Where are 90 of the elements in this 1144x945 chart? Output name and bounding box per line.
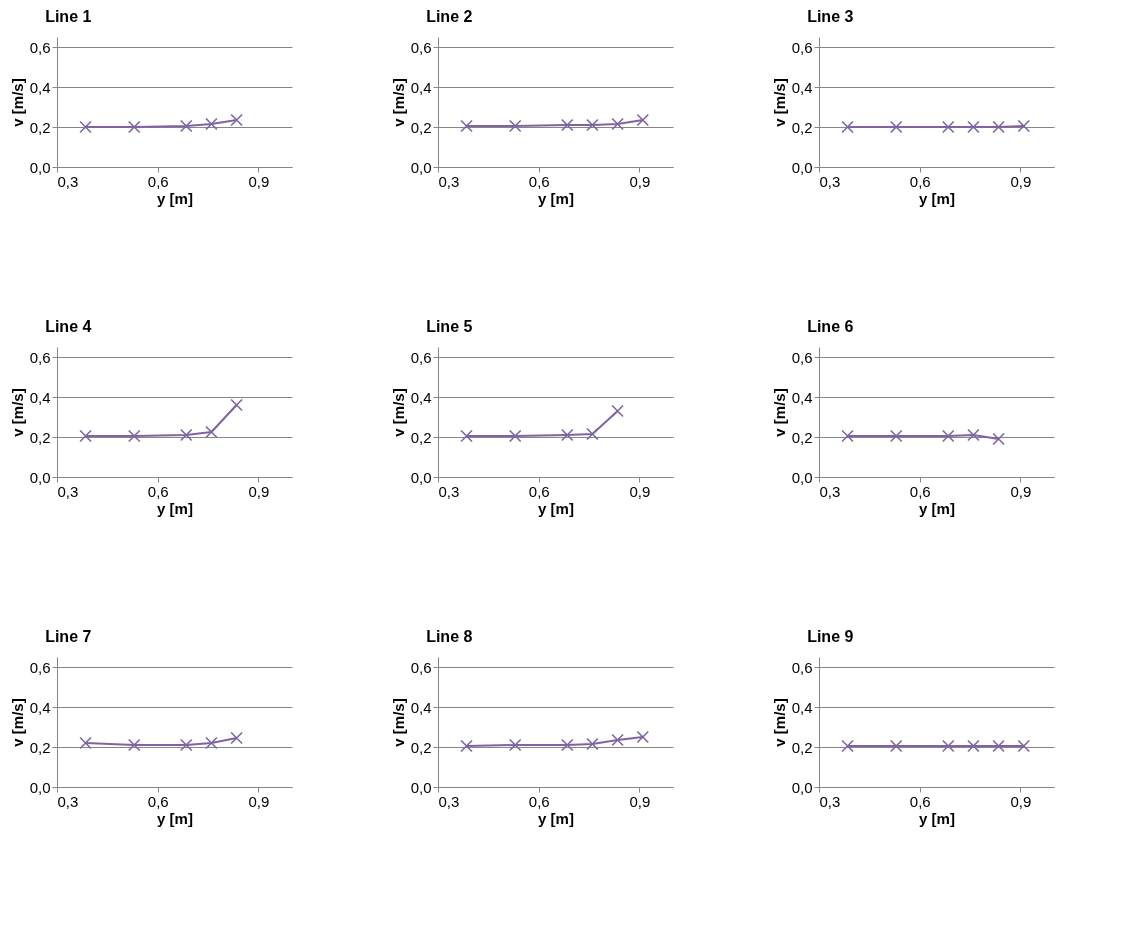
y-tick-label: 0,0 (410, 468, 432, 486)
x-tick-label: 0,6 (528, 482, 550, 500)
chart-title: Line 8 (426, 628, 473, 645)
x-tick-label: 0,9 (1010, 792, 1032, 810)
x-tick-label: 0,9 (1010, 482, 1032, 500)
chart-title: Line 7 (45, 628, 92, 645)
y-tick-label: 0,2 (410, 428, 432, 446)
x-tick-label: 0,9 (1010, 172, 1032, 190)
y-tick-label: 0,2 (29, 738, 51, 756)
x-tick-label: 0,6 (528, 172, 550, 190)
x-tick-label: 0,9 (629, 172, 651, 190)
y-tick-label: 0,0 (791, 468, 813, 486)
x-axis-title: y [m] (919, 499, 955, 517)
y-tick-label: 0,4 (29, 698, 51, 716)
y-tick-label: 0,2 (410, 118, 432, 136)
y-axis-title: v [m/s] (770, 388, 788, 437)
y-tick-label: 0,6 (791, 658, 813, 676)
y-tick-label: 0,2 (791, 738, 813, 756)
x-tick-label: 0,6 (147, 792, 169, 810)
x-tick-label: 0,3 (819, 792, 841, 810)
x-tick-label: 0,3 (819, 482, 841, 500)
x-axis-title: y [m] (538, 499, 574, 517)
y-tick-label: 0,0 (791, 778, 813, 796)
y-axis-title: v [m/s] (8, 78, 26, 127)
x-axis-title: y [m] (919, 189, 955, 207)
x-tick-label: 0,3 (819, 172, 841, 190)
y-tick-label: 0,2 (791, 118, 813, 136)
chart-title: Line 5 (426, 318, 473, 335)
y-tick-label: 0,4 (410, 698, 432, 716)
x-axis-title: y [m] (157, 809, 193, 827)
x-tick-label: 0,6 (528, 792, 550, 810)
y-tick-label: 0,4 (410, 78, 432, 96)
y-tick-label: 0,4 (791, 78, 813, 96)
x-axis-title: y [m] (157, 499, 193, 517)
x-tick-label: 0,6 (909, 172, 931, 190)
chart-title: Line 1 (45, 8, 92, 25)
x-axis-title: y [m] (538, 189, 574, 207)
chart-title: Line 2 (426, 8, 473, 25)
y-tick-label: 0,2 (29, 428, 51, 446)
y-tick-label: 0,4 (29, 78, 51, 96)
x-tick-label: 0,3 (438, 792, 460, 810)
x-tick-label: 0,3 (57, 792, 79, 810)
y-tick-label: 0,0 (29, 468, 51, 486)
y-tick-label: 0,6 (791, 38, 813, 56)
x-tick-label: 0,3 (57, 172, 79, 190)
x-tick-label: 0,9 (248, 792, 270, 810)
y-tick-label: 0,6 (29, 348, 51, 366)
chart-title: Line 4 (45, 318, 92, 335)
y-tick-label: 0,0 (410, 158, 432, 176)
y-tick-label: 0,0 (410, 778, 432, 796)
y-axis-title: v [m/s] (770, 78, 788, 127)
x-tick-label: 0,6 (909, 792, 931, 810)
chart-title: Line 9 (807, 628, 854, 645)
x-tick-label: 0,3 (438, 172, 460, 190)
y-tick-label: 0,4 (29, 388, 51, 406)
y-axis-title: v [m/s] (8, 698, 26, 747)
x-tick-label: 0,3 (57, 482, 79, 500)
y-tick-label: 0,4 (410, 388, 432, 406)
x-tick-label: 0,9 (248, 172, 270, 190)
y-tick-label: 0,0 (29, 158, 51, 176)
y-tick-label: 0,6 (410, 348, 432, 366)
x-axis-title: y [m] (157, 189, 193, 207)
x-tick-label: 0,9 (248, 482, 270, 500)
y-tick-label: 0,6 (29, 658, 51, 676)
y-tick-label: 0,2 (791, 428, 813, 446)
x-axis-title: y [m] (538, 809, 574, 827)
y-axis-title: v [m/s] (389, 78, 407, 127)
y-tick-label: 0,2 (410, 738, 432, 756)
x-tick-label: 0,6 (909, 482, 931, 500)
y-tick-label: 0,2 (29, 118, 51, 136)
y-tick-label: 0,0 (29, 778, 51, 796)
x-tick-label: 0,6 (147, 172, 169, 190)
y-tick-label: 0,4 (791, 388, 813, 406)
x-tick-label: 0,9 (629, 482, 651, 500)
y-axis-title: v [m/s] (770, 698, 788, 747)
y-tick-label: 0,6 (410, 38, 432, 56)
x-tick-label: 0,9 (629, 792, 651, 810)
y-tick-label: 0,0 (791, 158, 813, 176)
x-tick-label: 0,3 (438, 482, 460, 500)
chart-title: Line 6 (807, 318, 854, 335)
y-tick-label: 0,6 (29, 38, 51, 56)
y-axis-title: v [m/s] (8, 388, 26, 437)
x-axis-title: y [m] (919, 809, 955, 827)
y-axis-title: v [m/s] (389, 698, 407, 747)
y-tick-label: 0,4 (791, 698, 813, 716)
x-tick-label: 0,6 (147, 482, 169, 500)
y-tick-label: 0,6 (791, 348, 813, 366)
y-axis-title: v [m/s] (389, 388, 407, 437)
y-tick-label: 0,6 (410, 658, 432, 676)
chart-title: Line 3 (807, 8, 854, 25)
